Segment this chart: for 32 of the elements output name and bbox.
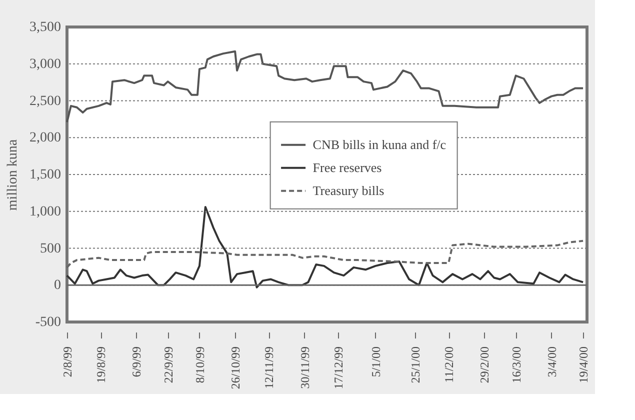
x-tick-label: 29/2/00 xyxy=(478,346,492,384)
line-series xyxy=(66,50,584,124)
line-series xyxy=(66,240,584,268)
x-tick-label: 3/4/00 xyxy=(544,346,559,378)
y-tick-label: 2,000 xyxy=(30,130,61,146)
y-tick-label: 3,000 xyxy=(30,56,61,72)
x-tick-label: 11/2/00 xyxy=(442,346,456,383)
y-tick-label: 2,500 xyxy=(30,94,61,109)
x-tick-label: 25/1/00 xyxy=(408,346,422,384)
x-tick-label: 22/9/99 xyxy=(161,346,176,384)
x-tick-label: 19/4/00 xyxy=(576,346,591,384)
x-tick-label: 17/12/99 xyxy=(331,346,346,390)
y-tick-label: 3,500 xyxy=(30,20,61,35)
y-tick-label: 500 xyxy=(40,241,61,256)
x-tick-label: 16/3/00 xyxy=(509,346,524,384)
y-tick-label: -500 xyxy=(35,315,61,330)
x-tick-label: 5/1/00 xyxy=(368,346,383,378)
y-tick-label: 0 xyxy=(54,278,61,294)
y-tick-label: 1,000 xyxy=(30,204,61,220)
x-tick-label: 2/8/99 xyxy=(60,346,74,378)
legend-label: Treasury bills xyxy=(312,182,384,198)
x-tick-label: 19/8/99 xyxy=(94,346,108,384)
y-axis-title: million kuna xyxy=(6,138,20,211)
line-series xyxy=(66,206,584,288)
x-tick-label: 6/9/99 xyxy=(130,346,144,378)
x-tick-label: 12/11/99 xyxy=(262,346,276,389)
x-tick-label: 30/11/99 xyxy=(298,346,312,389)
legend-label: Free reserves xyxy=(312,160,382,175)
y-tick-label: 1,500 xyxy=(30,168,61,182)
x-tick-label: 8/10/99 xyxy=(192,346,207,384)
x-tick-label: 26/10/99 xyxy=(228,346,243,390)
legend-label: CNB bills in kuna and f/c xyxy=(312,136,446,152)
